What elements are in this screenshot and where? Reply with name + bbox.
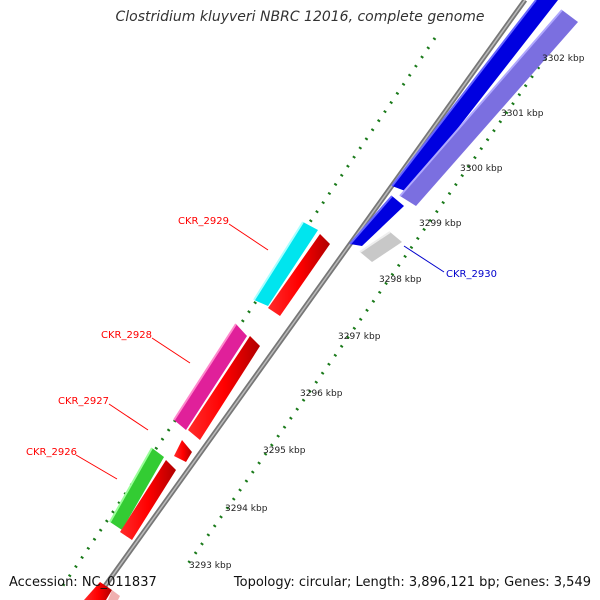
leader-line-2928 bbox=[151, 337, 191, 364]
gene-red-small[interactable] bbox=[174, 440, 192, 462]
gene-magenta[interactable] bbox=[173, 323, 247, 430]
tick-label: 3302 kbp bbox=[542, 54, 585, 64]
leader-line-2926 bbox=[75, 454, 118, 480]
tick-label: 3297 kbp bbox=[338, 332, 381, 342]
gene-label-2930[interactable]: CKR_2930 bbox=[446, 269, 497, 280]
gene-red-2926[interactable] bbox=[120, 460, 176, 540]
tick-label: 3295 kbp bbox=[263, 446, 306, 456]
tick-label: 3300 kbp bbox=[460, 164, 503, 174]
gene-lavender[interactable] bbox=[399, 9, 578, 206]
leader-line-2927 bbox=[108, 403, 149, 431]
gene-pink-bottom[interactable] bbox=[108, 590, 120, 600]
tick-label: 3299 kbp bbox=[419, 219, 462, 229]
gene-label-2927[interactable]: CKR_2927 bbox=[58, 396, 109, 407]
gene-green[interactable] bbox=[109, 447, 164, 530]
gene-cyan[interactable] bbox=[253, 221, 318, 306]
tick-label: 3296 kbp bbox=[300, 389, 343, 399]
gene-red-bottom[interactable] bbox=[84, 582, 112, 600]
gene-grey[interactable] bbox=[359, 231, 402, 262]
leader-line-2929 bbox=[228, 223, 269, 251]
gene-label-2929[interactable]: CKR_2929 bbox=[178, 216, 229, 227]
gene-blue-large[interactable] bbox=[391, 0, 558, 192]
gene-red-2928[interactable] bbox=[188, 336, 260, 440]
tick-label: 3293 kbp bbox=[189, 561, 232, 571]
gene-red-2929[interactable] bbox=[268, 234, 330, 316]
tick-label: 3298 kbp bbox=[379, 275, 422, 285]
accession-label: Accession: NC_011837 bbox=[9, 575, 157, 590]
tick-label: 3294 kbp bbox=[225, 504, 268, 514]
map-title: Clostridium kluyveri NBRC 12016, complet… bbox=[115, 9, 485, 25]
genome-summary: Topology: circular; Length: 3,896,121 bp… bbox=[233, 575, 591, 590]
gene-label-2926[interactable]: CKR_2926 bbox=[26, 447, 77, 458]
inner-tick-ring bbox=[183, 39, 560, 569]
gene-label-2928[interactable]: CKR_2928 bbox=[101, 330, 152, 341]
outer-tick-ring bbox=[58, 37, 437, 591]
gene-blue-small[interactable] bbox=[349, 195, 404, 246]
leader-line-2930 bbox=[403, 245, 445, 273]
tick-label: 3301 kbp bbox=[501, 109, 544, 119]
